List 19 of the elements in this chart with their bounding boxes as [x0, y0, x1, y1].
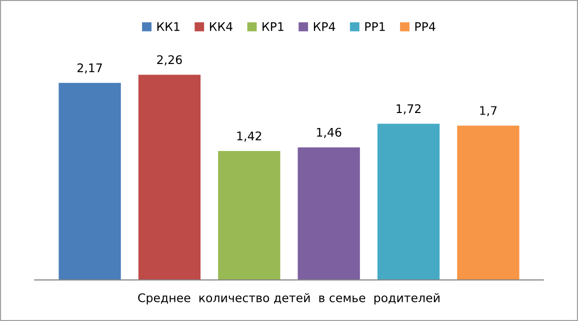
legend-label: РР1 — [365, 22, 385, 31]
data-label: 1,42 — [237, 131, 262, 142]
data-label: 1,46 — [316, 128, 342, 138]
bar — [377, 124, 440, 280]
legend-label: КР1 — [262, 22, 284, 31]
legend-label: КК1 — [157, 22, 180, 31]
bar — [138, 74, 201, 280]
data-label: 1,72 — [396, 104, 420, 114]
legend-label: РР4 — [415, 22, 436, 31]
legend-label: КР4 — [314, 22, 336, 31]
bar — [457, 126, 520, 280]
data-label: 1,7 — [480, 106, 497, 116]
bar — [298, 147, 360, 280]
data-label: 2,17 — [78, 63, 102, 74]
bar — [58, 82, 121, 280]
legend-label: КК4 — [210, 22, 232, 31]
data-label: 2,26 — [157, 55, 182, 66]
x-axis-title: Среднее количество детей в семье родителей — [138, 293, 440, 305]
bar — [218, 151, 280, 280]
